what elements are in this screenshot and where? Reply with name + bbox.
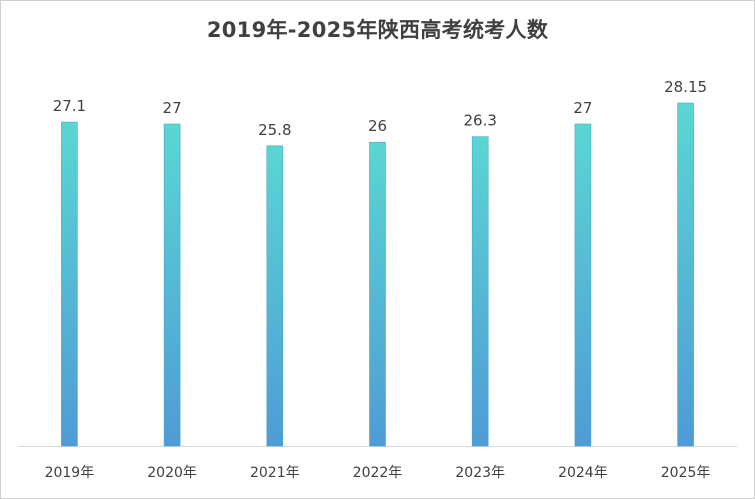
value-label-2019年: 27.1 bbox=[53, 97, 86, 115]
bar-2023年 bbox=[471, 136, 489, 447]
x-tick-label-2019年: 2019年 bbox=[45, 465, 95, 481]
value-label-2022年: 26 bbox=[368, 117, 387, 135]
chart-title: 2019年-2025年陕西高考统考人数 bbox=[206, 18, 549, 42]
x-tick-label-2022年: 2022年 bbox=[353, 465, 403, 481]
value-label-2024年: 27 bbox=[573, 99, 592, 117]
value-label-2020年: 27 bbox=[163, 99, 182, 117]
bar-2020年 bbox=[163, 123, 181, 447]
value-labels-layer: 27.1 27 25.8 26 26.3 27 28.15 bbox=[53, 78, 707, 139]
x-tick-label-2021年: 2021年 bbox=[250, 465, 300, 481]
value-label-2021年: 25.8 bbox=[258, 121, 291, 139]
bar-2025年 bbox=[677, 102, 694, 447]
bars-layer bbox=[61, 102, 694, 447]
bar-2022年 bbox=[369, 141, 386, 447]
x-tick-label-2025年: 2025年 bbox=[661, 465, 711, 481]
value-label-2023年: 26.3 bbox=[463, 112, 496, 130]
bar-2019年 bbox=[61, 121, 78, 447]
x-tick-label-2024年: 2024年 bbox=[558, 465, 608, 481]
x-tick-label-2023年: 2023年 bbox=[455, 465, 505, 481]
x-tick-label-2020年: 2020年 bbox=[147, 465, 197, 481]
value-label-2025年: 28.15 bbox=[664, 78, 707, 96]
x-tick-labels-layer: 2019年 2020年 2021年 2022年 2023年 2024年 2025年 bbox=[45, 465, 711, 481]
bar-2024年 bbox=[574, 123, 592, 447]
bar-2021年 bbox=[266, 145, 284, 447]
